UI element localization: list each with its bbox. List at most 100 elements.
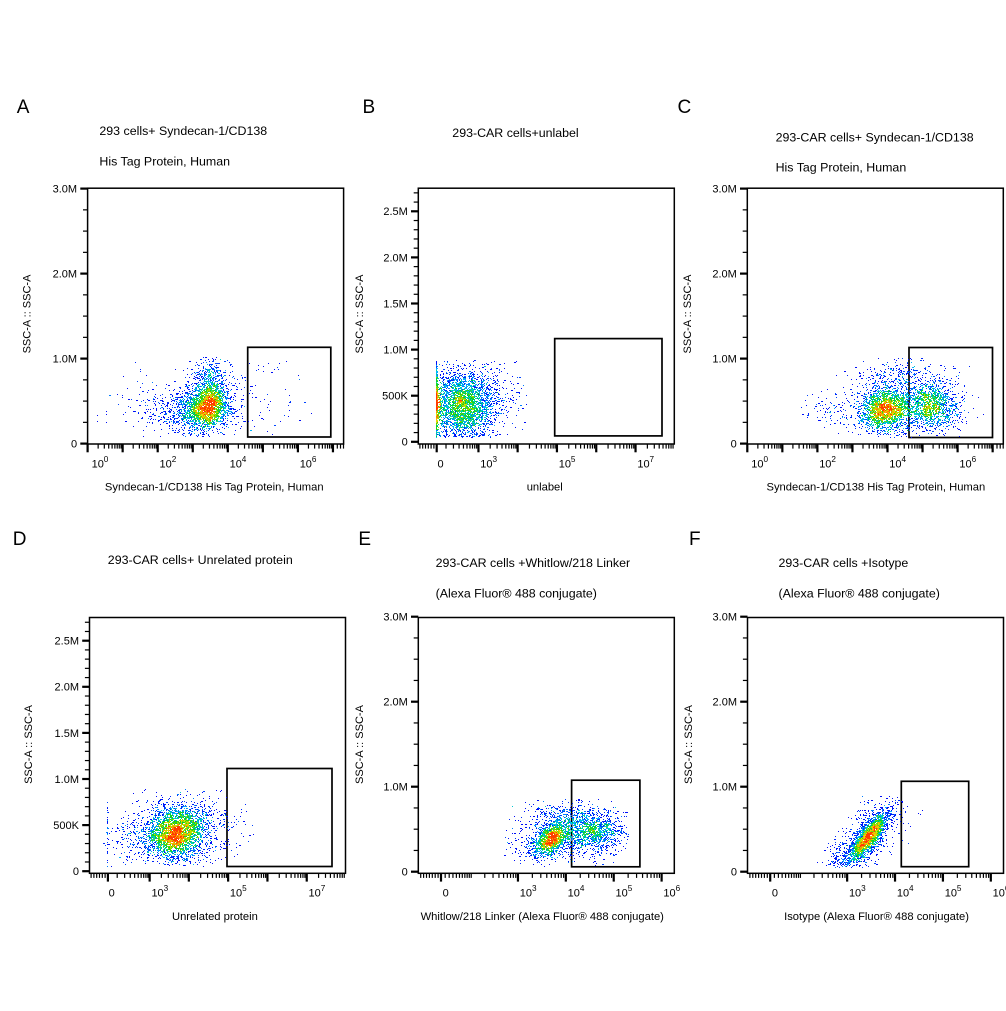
svg-text:10: 10	[959, 458, 971, 470]
svg-text:10: 10	[230, 888, 242, 900]
svg-text:293-CAR cells +Whitlow/218 Lin: 293-CAR cells +Whitlow/218 Linker	[436, 556, 631, 570]
svg-text:5: 5	[628, 884, 633, 893]
svg-text:10: 10	[849, 888, 861, 900]
svg-text:Syndecan-1/CD138 His Tag Prote: Syndecan-1/CD138 His Tag Protein, Human	[105, 481, 324, 493]
svg-text:Syndecan-1/CD138 His Tag Prote: Syndecan-1/CD138 His Tag Protein, Human	[767, 481, 986, 493]
svg-text:SSC-A :: SSC-A: SSC-A :: SSC-A	[683, 704, 695, 784]
svg-text:0: 0	[73, 866, 79, 878]
svg-text:SSC-A :: SSC-A: SSC-A :: SSC-A	[354, 704, 366, 784]
svg-text:2.5M: 2.5M	[383, 206, 407, 218]
svg-text:3: 3	[492, 455, 497, 464]
svg-text:10: 10	[151, 888, 163, 900]
svg-text:0: 0	[437, 458, 443, 470]
svg-text:2: 2	[172, 455, 177, 464]
svg-text:6: 6	[312, 455, 317, 464]
svg-text:10: 10	[568, 888, 580, 900]
svg-text:SSC-A :: SSC-A: SSC-A :: SSC-A	[23, 704, 35, 784]
svg-text:10: 10	[616, 888, 628, 900]
svg-text:unlabel: unlabel	[527, 482, 563, 494]
svg-text:6: 6	[676, 884, 681, 893]
svg-text:10: 10	[230, 458, 242, 470]
svg-text:3.0M: 3.0M	[53, 184, 77, 196]
svg-text:0: 0	[764, 455, 769, 464]
svg-text:7: 7	[650, 455, 655, 464]
svg-text:1.0M: 1.0M	[383, 782, 407, 794]
svg-text:10: 10	[663, 888, 675, 900]
svg-text:2.0M: 2.0M	[713, 697, 737, 709]
svg-text:1.0M: 1.0M	[712, 354, 736, 366]
svg-text:0: 0	[402, 437, 408, 449]
svg-text:10: 10	[945, 888, 957, 900]
svg-text:0: 0	[443, 888, 449, 900]
svg-text:293-CAR cells+unlabel: 293-CAR cells+unlabel	[452, 126, 578, 140]
svg-text:0: 0	[731, 867, 737, 879]
svg-text:10: 10	[309, 888, 321, 900]
svg-text:1.0M: 1.0M	[713, 782, 737, 794]
svg-text:D: D	[13, 529, 27, 550]
svg-text:0: 0	[772, 888, 778, 900]
svg-text:SSC-A :: SSC-A: SSC-A :: SSC-A	[354, 274, 366, 354]
svg-text:3.0M: 3.0M	[383, 612, 407, 624]
svg-text:3: 3	[532, 884, 537, 893]
svg-text:4: 4	[902, 455, 907, 464]
svg-text:7: 7	[321, 884, 326, 893]
svg-text:1.0M: 1.0M	[55, 774, 79, 786]
svg-text:2.0M: 2.0M	[55, 682, 79, 694]
svg-text:4: 4	[242, 455, 247, 464]
svg-text:10: 10	[889, 458, 901, 470]
svg-text:5: 5	[571, 455, 576, 464]
svg-text:3: 3	[164, 884, 169, 893]
svg-text:10: 10	[300, 458, 312, 470]
svg-text:3: 3	[861, 884, 866, 893]
svg-text:4: 4	[580, 884, 585, 893]
svg-text:293-CAR cells +Isotype: 293-CAR cells +Isotype	[779, 556, 909, 570]
svg-text:0: 0	[402, 867, 408, 879]
svg-text:0: 0	[71, 439, 77, 451]
svg-text:0: 0	[731, 439, 737, 451]
svg-text:10: 10	[480, 458, 492, 470]
svg-text:0: 0	[104, 455, 109, 464]
svg-text:10: 10	[819, 458, 831, 470]
svg-text:1.5M: 1.5M	[383, 298, 407, 310]
svg-text:500K: 500K	[53, 820, 79, 832]
svg-text:2.0M: 2.0M	[383, 697, 407, 709]
svg-text:F: F	[689, 529, 701, 550]
svg-text:E: E	[358, 529, 371, 550]
svg-text:3.0M: 3.0M	[712, 184, 736, 196]
svg-text:1.0M: 1.0M	[383, 345, 407, 357]
svg-text:(Alexa Fluor® 488 conjugate): (Alexa Fluor® 488 conjugate)	[779, 586, 940, 600]
svg-text:(Alexa Fluor® 488 conjugate): (Alexa Fluor® 488 conjugate)	[436, 586, 597, 600]
svg-text:2.0M: 2.0M	[53, 269, 77, 281]
svg-text:Unrelated protein: Unrelated protein	[172, 911, 258, 923]
svg-text:A: A	[17, 97, 30, 118]
svg-text:500K: 500K	[382, 391, 408, 403]
svg-text:C: C	[678, 97, 692, 118]
svg-text:SSC-A :: SSC-A: SSC-A :: SSC-A	[22, 274, 34, 354]
svg-text:10: 10	[520, 888, 532, 900]
svg-text:2.5M: 2.5M	[55, 636, 79, 648]
svg-text:0: 0	[109, 888, 115, 900]
svg-text:1.5M: 1.5M	[55, 728, 79, 740]
svg-text:SSC-A :: SSC-A: SSC-A :: SSC-A	[682, 274, 694, 354]
svg-text:His Tag Protein, Human: His Tag Protein, Human	[776, 161, 907, 175]
svg-text:5: 5	[957, 884, 962, 893]
svg-text:293 cells+ Syndecan-1/CD138: 293 cells+ Syndecan-1/CD138	[99, 124, 267, 138]
svg-text:10: 10	[751, 458, 763, 470]
svg-text:10: 10	[993, 888, 1005, 900]
svg-text:Isotype (Alexa Fluor® 488 conj: Isotype (Alexa Fluor® 488 conjugate)	[784, 911, 969, 923]
svg-text:10: 10	[637, 458, 649, 470]
svg-text:6: 6	[1005, 884, 1006, 893]
svg-text:1.0M: 1.0M	[53, 354, 77, 366]
svg-text:Whitlow/218 Linker (Alexa Fluo: Whitlow/218 Linker (Alexa Fluor® 488 con…	[421, 911, 665, 923]
svg-text:3.0M: 3.0M	[713, 612, 737, 624]
svg-text:2.0M: 2.0M	[712, 269, 736, 281]
svg-text:B: B	[363, 97, 376, 118]
svg-text:4: 4	[909, 884, 914, 893]
svg-text:293-CAR cells+ Syndecan-1/CD13: 293-CAR cells+ Syndecan-1/CD138	[776, 131, 974, 145]
svg-text:2: 2	[831, 455, 836, 464]
svg-text:6: 6	[972, 455, 977, 464]
svg-text:10: 10	[92, 458, 104, 470]
svg-text:His Tag Protein, Human: His Tag Protein, Human	[99, 155, 230, 169]
svg-text:2.0M: 2.0M	[383, 252, 407, 264]
svg-text:293-CAR cells+ Unrelated prote: 293-CAR cells+ Unrelated protein	[108, 553, 293, 567]
